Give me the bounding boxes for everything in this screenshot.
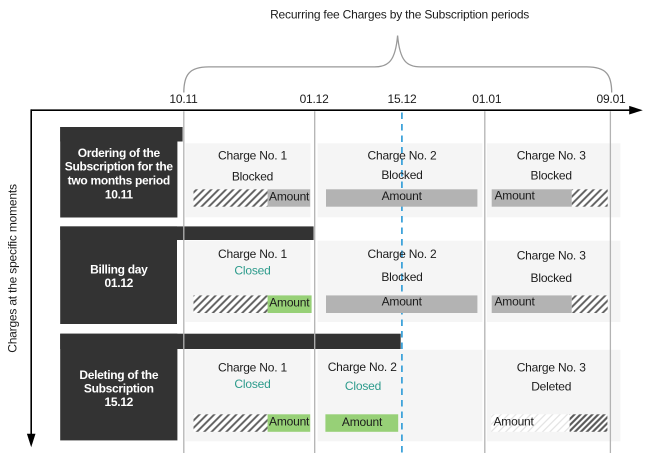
svg-text:Subscription for the: Subscription for the (65, 160, 174, 174)
svg-text:Closed: Closed (234, 264, 270, 278)
svg-text:Amount: Amount (342, 415, 383, 429)
svg-text:Charge No. 2: Charge No. 2 (368, 247, 437, 261)
svg-text:Amount: Amount (495, 189, 536, 203)
svg-text:Amount: Amount (382, 189, 423, 203)
svg-text:Amount: Amount (495, 294, 536, 308)
svg-text:Charge No. 3: Charge No. 3 (517, 248, 586, 262)
svg-text:Charge No. 1: Charge No. 1 (218, 149, 287, 163)
svg-text:Deleted: Deleted (531, 380, 571, 394)
svg-text:Billing day: Billing day (90, 263, 148, 277)
svg-text:Recurring fee Charges by the S: Recurring fee Charges by the Subscriptio… (270, 7, 529, 21)
svg-text:15.12: 15.12 (387, 92, 417, 106)
svg-text:01.01: 01.01 (472, 92, 502, 106)
svg-text:Charge No. 1: Charge No. 1 (218, 361, 287, 375)
svg-text:Blocked: Blocked (531, 168, 572, 182)
svg-text:Charge No. 2: Charge No. 2 (368, 149, 437, 163)
svg-text:Charge No. 3: Charge No. 3 (517, 361, 586, 375)
svg-text:Amount: Amount (269, 415, 310, 429)
svg-text:Charge No. 1: Charge No. 1 (218, 247, 287, 261)
svg-text:two months period: two months period (68, 174, 170, 188)
svg-text:10.11: 10.11 (105, 188, 133, 202)
svg-text:Amount: Amount (269, 189, 310, 203)
svg-text:Blocked: Blocked (381, 168, 422, 182)
svg-text:Subscription: Subscription (84, 382, 154, 396)
svg-text:15.12: 15.12 (105, 395, 134, 409)
svg-text:Charges at the specific moment: Charges at the specific moments (6, 184, 20, 353)
svg-text:Blocked: Blocked (232, 170, 273, 184)
svg-text:09.01: 09.01 (596, 92, 626, 106)
svg-text:Amount: Amount (382, 294, 423, 308)
svg-text:Closed: Closed (345, 379, 381, 393)
svg-text:01.12: 01.12 (300, 92, 330, 106)
svg-text:Ordering of the: Ordering of the (78, 146, 161, 160)
svg-text:Blocked: Blocked (531, 271, 572, 285)
svg-text:Amount: Amount (494, 414, 535, 428)
svg-text:Charge No. 3: Charge No. 3 (517, 149, 586, 163)
svg-text:10.11: 10.11 (169, 92, 198, 106)
svg-text:Charge No. 2: Charge No. 2 (328, 360, 397, 374)
svg-text:Closed: Closed (234, 377, 270, 391)
svg-text:Amount: Amount (269, 296, 310, 310)
svg-text:Deleting of the: Deleting of the (79, 368, 158, 382)
svg-text:01.12: 01.12 (105, 276, 134, 290)
svg-text:Blocked: Blocked (381, 270, 422, 284)
